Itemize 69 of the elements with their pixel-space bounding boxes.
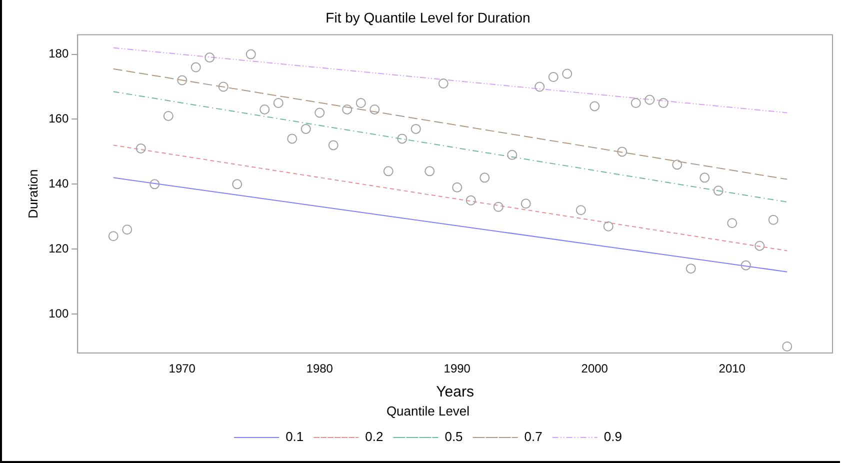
y-tick-label: 180 — [48, 46, 69, 61]
y-tick-label: 100 — [48, 306, 69, 320]
y-tick-label: 160 — [48, 112, 69, 126]
point — [603, 221, 614, 232]
point — [424, 166, 435, 176]
point — [314, 108, 325, 118]
legend-title: Quantile Level — [386, 403, 470, 418]
point — [562, 68, 572, 79]
legend-label: 0.2 — [365, 429, 384, 444]
point — [576, 205, 586, 216]
point — [356, 98, 366, 108]
point — [218, 82, 228, 92]
point — [438, 78, 448, 89]
point — [768, 214, 778, 225]
legend-label: 0.7 — [524, 429, 542, 444]
y-tick-label: 140 — [48, 176, 69, 190]
x-tick-label: 1970 — [168, 362, 196, 376]
point — [507, 150, 518, 160]
point — [246, 49, 256, 60]
point — [452, 182, 462, 192]
point — [383, 166, 394, 176]
point — [466, 195, 476, 206]
point — [150, 179, 160, 190]
legend-label: 0.9 — [604, 429, 622, 444]
point — [108, 231, 118, 242]
point — [658, 98, 668, 108]
y-tick-label: 120 — [48, 241, 69, 256]
point — [548, 72, 558, 82]
point — [190, 62, 201, 72]
point — [232, 179, 242, 190]
point — [342, 104, 352, 114]
point — [534, 82, 545, 92]
x-axis-title: Years — [436, 384, 474, 401]
point — [300, 124, 311, 134]
point — [204, 52, 215, 63]
point — [480, 172, 490, 183]
point — [782, 342, 792, 352]
point — [644, 94, 655, 105]
chart-title: Fit by Quantile Level for Duration — [326, 9, 530, 26]
point — [740, 260, 751, 270]
x-tick-label: 2010 — [718, 362, 746, 376]
point — [686, 264, 696, 274]
point — [287, 134, 298, 144]
point — [260, 104, 270, 114]
point — [713, 186, 724, 196]
point — [163, 110, 174, 121]
point — [136, 143, 146, 154]
point — [328, 140, 338, 150]
point — [617, 146, 628, 157]
legend-label: 0.1 — [286, 429, 304, 444]
point — [590, 101, 600, 112]
point — [754, 240, 765, 251]
point — [273, 98, 284, 108]
point — [520, 198, 531, 209]
legend-label: 0.5 — [444, 429, 463, 444]
y-axis-title: Duration — [25, 169, 40, 218]
point — [370, 104, 380, 114]
x-tick-label: 1980 — [306, 362, 334, 376]
point — [177, 75, 188, 86]
point — [122, 224, 132, 235]
point — [410, 124, 421, 134]
x-tick-label: 2000 — [581, 362, 608, 376]
point — [727, 218, 738, 228]
point — [397, 134, 408, 144]
point — [700, 172, 710, 183]
point — [630, 98, 641, 108]
point — [493, 202, 504, 212]
x-tick-label: 1990 — [444, 362, 471, 376]
point — [672, 160, 682, 170]
